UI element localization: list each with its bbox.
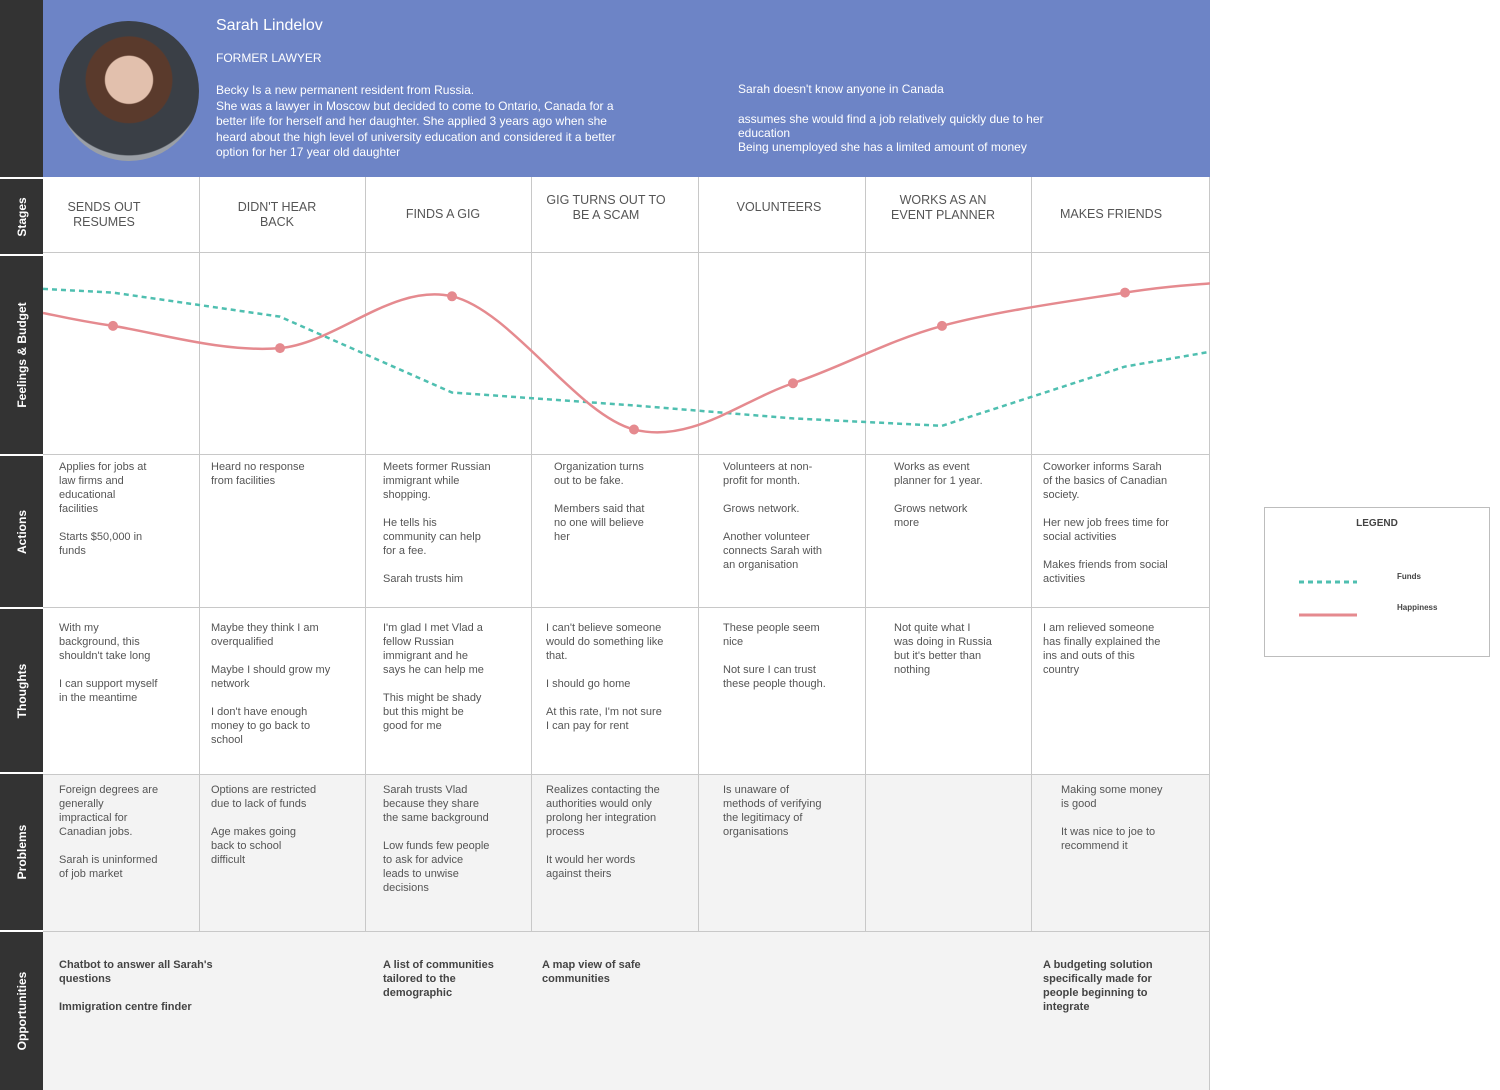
happiness-point xyxy=(447,291,457,302)
problem-cell: Making some money is good It was nice to… xyxy=(1061,784,1163,852)
problems-row-bg xyxy=(43,774,1210,931)
opportunity-cell: Chatbot to answer all Sarah's questions … xyxy=(59,959,213,1013)
stage-header: GIG TURNS OUT TO BE A SCAM xyxy=(546,192,666,222)
persona-bio: Becky Is a new permanent resident from R… xyxy=(216,83,616,159)
opportunity-cell: A budgeting solution specifically made f… xyxy=(1043,959,1153,1013)
thought-cell: These people seem nice Not sure I can tr… xyxy=(723,622,826,690)
feelings-budget-chart xyxy=(43,282,1210,435)
persona-name: Sarah Lindelov xyxy=(216,17,323,34)
thought-cell: I am relieved someone has finally explai… xyxy=(1043,622,1161,676)
legend-label-funds: Funds xyxy=(1397,572,1421,581)
legend-swatches xyxy=(1299,580,1357,617)
row-label-actions: Actions xyxy=(0,456,43,607)
persona-header xyxy=(43,0,1210,177)
action-cell: Organization turns out to be fake. Membe… xyxy=(554,461,645,543)
side-header-block xyxy=(0,0,43,177)
stage-header: FINDS A GIG xyxy=(405,207,481,221)
thought-cell: I can't believe someone would do somethi… xyxy=(546,622,664,732)
happiness-point xyxy=(629,424,639,435)
persona-note: Sarah doesn't know anyone in Canada xyxy=(738,82,944,96)
problem-cell: Options are restricted due to lack of fu… xyxy=(211,784,317,866)
action-cell: Volunteers at non- profit for month. Gro… xyxy=(723,461,823,571)
opportunity-cell: A map view of safe communities xyxy=(542,959,641,985)
row-label-opportunities: Opportunities xyxy=(0,932,43,1090)
stage-header: MAKES FRIENDS xyxy=(1059,207,1163,221)
opportunity-cell: A list of communities tailored to the de… xyxy=(383,959,494,999)
row-label-feelings: Feelings & Budget xyxy=(0,256,43,454)
stage-header: WORKS AS AN EVENT PLANNER xyxy=(891,192,995,222)
funds-line xyxy=(43,287,1210,428)
happiness-line xyxy=(43,282,1210,434)
happiness-point xyxy=(788,378,798,389)
problem-cell: Foreign degrees are generally impractica… xyxy=(59,784,159,880)
legend: LEGEND Funds Happiness xyxy=(1264,507,1490,657)
problem-cell: Is unaware of methods of verifying the l… xyxy=(723,784,822,838)
action-cell: Applies for jobs at law firms and educat… xyxy=(59,461,147,557)
happiness-point xyxy=(275,343,285,354)
problem-cell: Realizes contacting the authorities woul… xyxy=(546,784,660,880)
stage-header: DIDN'T HEAR BACK xyxy=(237,199,317,229)
action-cell: Coworker informs Sarah of the basics of … xyxy=(1043,461,1169,585)
happiness-point xyxy=(937,320,947,331)
legend-title: LEGEND xyxy=(1356,518,1398,529)
row-label-problems: Problems xyxy=(0,774,43,930)
action-cell: Heard no response from facilities xyxy=(211,461,305,487)
happiness-point xyxy=(1120,287,1130,298)
problem-cell: Sarah trusts Vlad because they share the… xyxy=(383,784,490,894)
persona-avatar xyxy=(59,21,199,161)
thought-cell: I'm glad I met Vlad a fellow Russian imm… xyxy=(383,622,484,732)
opportunities-row-bg xyxy=(43,931,1210,1090)
happiness-point xyxy=(108,320,118,331)
thought-cell: Maybe they think I am overqualified Mayb… xyxy=(211,622,331,746)
row-label-thoughts: Thoughts xyxy=(0,609,43,772)
stage-header: VOLUNTEERS xyxy=(736,200,822,214)
persona-notes: Sarah doesn't know anyone in Canada assu… xyxy=(738,82,1098,154)
thought-cell: Not quite what I was doing in Russia but… xyxy=(894,622,992,676)
action-cell: Works as event planner for 1 year. Grows… xyxy=(894,461,983,529)
legend-label-happiness: Happiness xyxy=(1397,603,1438,612)
persona-role: FORMER LAWYER xyxy=(216,51,322,65)
row-label-stages: Stages xyxy=(0,179,43,254)
action-cell: Meets former Russian immigrant while sho… xyxy=(383,461,491,585)
persona-note: assumes she would find a job relatively … xyxy=(738,112,1044,140)
thought-cell: With my background, this shouldn't take … xyxy=(59,622,158,704)
stage-header: SENDS OUT RESUMES xyxy=(67,199,141,229)
persona-note: Being unemployed she has a limited amoun… xyxy=(738,140,1027,154)
